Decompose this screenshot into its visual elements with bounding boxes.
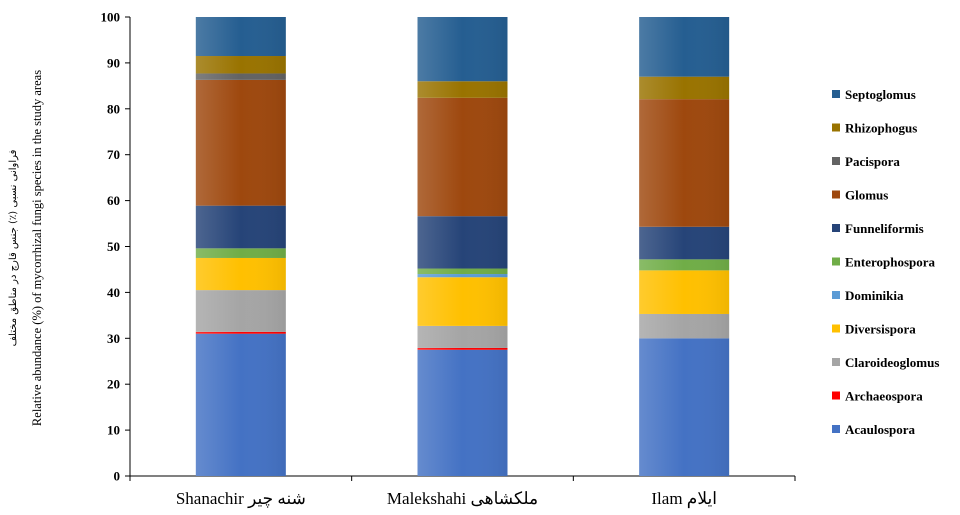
y-tick-label: 100	[101, 10, 121, 25]
legend-label: Funneliformis	[845, 221, 924, 236]
legend: Septoglomus Rhizophogus Pacispora Glomus Fun…	[832, 87, 939, 437]
bars	[195, 17, 730, 476]
legend-label: Claroideoglomus	[845, 355, 939, 370]
y-tick-label: 50	[107, 239, 120, 254]
y-tick-label: 70	[107, 147, 120, 162]
legend-swatch	[832, 291, 840, 299]
legend-swatch	[832, 190, 840, 199]
legend-swatch	[832, 90, 840, 98]
legend-label: Diversispora	[845, 322, 916, 337]
bar-shading	[195, 17, 286, 476]
x-tick-label: Malekshahi ملکشاهی	[387, 489, 538, 508]
legend-label: Septoglomus	[845, 87, 916, 102]
legend-swatch	[832, 157, 840, 165]
legend-label: Pacispora	[845, 154, 900, 169]
y-tick-label: 0	[114, 469, 121, 484]
y-tick-label: 10	[107, 423, 120, 438]
legend-swatch	[832, 358, 840, 366]
legend-swatch	[832, 425, 840, 433]
legend-label: Archaeospora	[845, 389, 923, 404]
bar-shading	[639, 17, 730, 476]
x-axis: Shanachir شنه چیر Malekshahi ملکشاهی Ilam …	[129, 475, 796, 509]
y-tick-label: 20	[107, 377, 120, 392]
y-tick-label: 90	[107, 55, 120, 70]
y-axis-label: Relative abundance (%) of mycorrhizal fu…	[30, 70, 44, 426]
x-tick-label: Ilam ایلام	[651, 489, 717, 509]
legend-label: Dominikia	[845, 288, 904, 303]
legend-swatch	[832, 391, 840, 400]
bar-shading	[417, 17, 508, 476]
x-tick-label: Shanachir شنه چیر	[176, 489, 306, 509]
y-tick-label: 60	[107, 193, 120, 208]
y-tick-label: 80	[107, 101, 120, 116]
legend-label: Enterophospora	[845, 255, 936, 270]
legend-label: Glomus	[845, 188, 888, 203]
y-axis: 0 10 20 30 40 50 60 70 80 90 100	[101, 10, 131, 484]
legend-label: Acaulospora	[845, 422, 916, 437]
legend-swatch	[832, 123, 840, 132]
y-tick-label: 30	[107, 331, 120, 346]
legend-label: Rhizophogus	[845, 121, 917, 136]
legend-swatch	[832, 224, 840, 232]
y-tick-label: 40	[107, 285, 120, 300]
legend-swatch	[832, 324, 840, 333]
legend-swatch	[832, 257, 840, 266]
y-axis-label-persian: فراوانی نسبی (٪) جنس قارچ در مناطق مختلف	[8, 149, 19, 346]
